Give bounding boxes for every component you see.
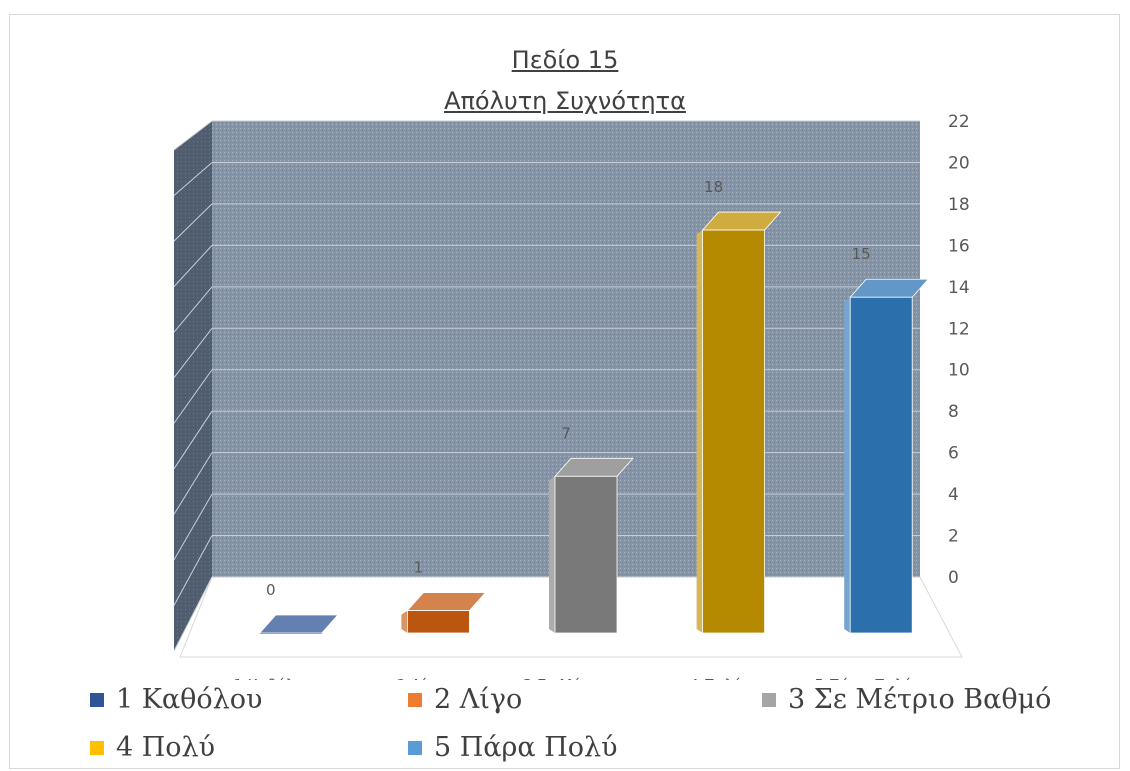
x-tick-label: 4 Πολύ [689,676,741,680]
gridline-side [173,452,213,515]
y-tick-label: 18 [948,195,970,215]
x-tick-label: 2 Λίγο [397,676,445,680]
y-tick-label: 16 [948,236,970,256]
data-label: 15 [852,245,871,263]
y-tick-label: 14 [948,278,970,298]
legend-swatch [408,692,422,707]
y-tick-label: 20 [948,153,970,173]
legend-swatch [408,740,422,755]
data-label: 7 [561,424,571,442]
gridline-side [173,410,213,470]
x-tick-label: 1 Καθόλου [233,676,312,680]
chart-title: Πεδίο 15 [511,46,619,74]
gridline-side [173,203,213,242]
y-tick-label: 0 [948,568,959,588]
legend-label: 3 Σε Μέτριο Βαθμό [788,684,1052,715]
legend-swatch [90,740,104,755]
gridline-side [173,245,213,287]
gridline-side [173,120,213,151]
y-tick-label: 12 [948,319,970,339]
x-tick-label: 3 Σε Μέτριο [523,676,614,680]
x-tick-label: 5 Πάρα Πολύ [814,676,912,680]
legend-swatch [90,692,104,707]
legend-label: 1 Καθόλου [116,684,263,715]
bar [406,610,470,634]
bars: 0 1 7 18 15 [258,178,930,634]
legend-label: 4 Πολύ [116,732,216,763]
data-label: 0 [266,581,276,599]
chart-side-wall [174,121,212,651]
y-tick-label: 10 [948,361,970,381]
bar-chart: 0 2 4 6 8 10 12 14 16 18 20 22 0 1 7 18 15 1 Καθόλου 2 Λ… [173,112,970,680]
gridline-side [173,369,213,424]
y-tick-label: 4 [948,485,959,505]
legend-label: 2 Λίγο [434,684,523,715]
legend-item: 4 Πολύ [90,732,215,763]
bar-side [696,230,703,633]
bar [554,475,618,634]
legend-item: 2 Λίγο [408,684,522,715]
y-tick-label: 6 [948,444,959,464]
bar-side [401,610,408,633]
gridline-side [173,286,213,333]
legend-item: 1 Καθόλου [90,684,262,715]
y-tick-label: 8 [948,402,959,422]
legend-swatch [762,692,776,707]
bar [702,229,765,634]
y-tick-label: 2 [948,527,959,547]
data-label: 1 [414,559,424,577]
gridline-side [173,535,213,606]
gridline-side [173,327,213,379]
legend-item: 3 Σε Μέτριο Βαθμό [762,684,1051,715]
bar-side [549,476,555,633]
chart-subtitle: Απόλυτη Συχνότητα [444,87,686,115]
y-tick-label: 22 [948,112,970,132]
gridline-side [173,162,213,196]
bar [849,296,913,634]
bar [259,633,322,634]
gridline-side [173,576,213,652]
legend-item: 5 Πάρα Πολύ [408,732,618,763]
legend-label: 5 Πάρα Πολύ [434,732,618,763]
data-label: 18 [704,178,723,196]
gridline-side [173,493,213,561]
legend: 1 Καθόλου 2 Λίγο 3 Σε Μέτριο Βαθμό 4 Πολύ 5 … [0,676,1130,771]
bar-side [844,297,851,633]
